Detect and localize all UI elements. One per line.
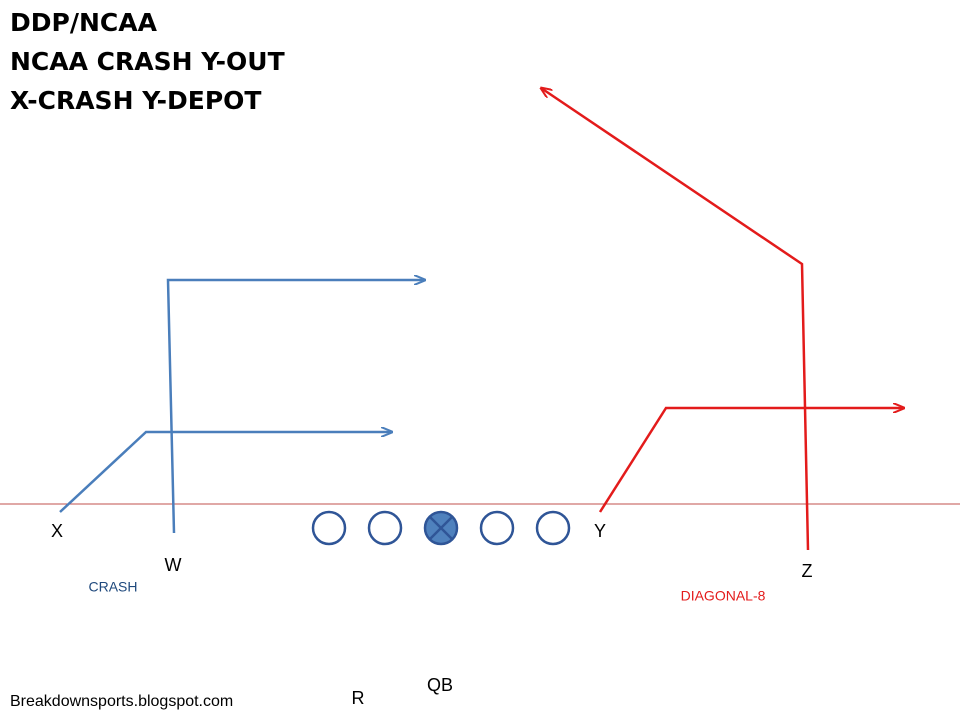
player-label: X xyxy=(51,521,63,541)
route-w xyxy=(166,280,425,534)
lineman xyxy=(535,510,571,546)
offensive-line xyxy=(311,510,571,546)
lineman xyxy=(479,510,515,546)
player-label: QB xyxy=(427,675,453,695)
center-mark xyxy=(429,516,453,540)
title-line: X-CRASH Y-DEPOT xyxy=(10,86,261,115)
player-label: R xyxy=(352,688,365,708)
player-label: Y xyxy=(594,521,606,541)
route-x xyxy=(59,432,392,513)
player-label: Z xyxy=(802,561,813,581)
route-label: DIAGONAL-8 xyxy=(681,588,766,604)
route-z xyxy=(541,88,810,551)
lineman xyxy=(311,510,347,546)
footer: Breakdownsports.blogspot.com xyxy=(10,693,233,710)
player-label: W xyxy=(165,555,182,575)
route-label: CRASH xyxy=(88,579,137,595)
lineman xyxy=(367,510,403,546)
route-y xyxy=(598,408,904,513)
title-line: DDP/NCAA xyxy=(10,8,158,37)
title-line: NCAA CRASH Y-OUT xyxy=(10,47,285,76)
